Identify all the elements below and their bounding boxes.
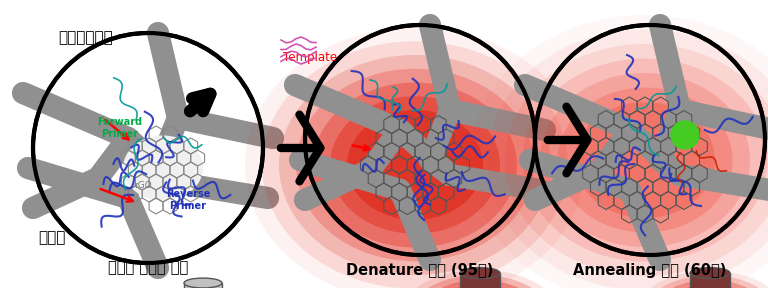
Ellipse shape (460, 268, 500, 278)
Circle shape (33, 33, 263, 263)
Ellipse shape (540, 73, 750, 247)
Ellipse shape (505, 44, 768, 276)
Ellipse shape (423, 280, 537, 288)
Ellipse shape (522, 58, 767, 262)
Ellipse shape (657, 280, 763, 288)
Ellipse shape (558, 88, 733, 232)
Ellipse shape (279, 55, 551, 275)
Ellipse shape (347, 110, 483, 220)
Circle shape (535, 25, 765, 255)
Ellipse shape (330, 96, 500, 234)
Text: Forward
Primer: Forward Primer (98, 117, 143, 139)
Text: Template: Template (283, 52, 337, 65)
Ellipse shape (575, 102, 715, 218)
Text: 폴리머 입자의 구성: 폴리머 입자의 구성 (108, 261, 188, 276)
Ellipse shape (690, 268, 730, 278)
Ellipse shape (432, 285, 528, 288)
Ellipse shape (649, 276, 768, 288)
Ellipse shape (413, 275, 547, 288)
FancyBboxPatch shape (184, 283, 222, 288)
Text: 광열나노소재: 광열나노소재 (58, 31, 113, 46)
Circle shape (305, 25, 535, 255)
Ellipse shape (296, 69, 534, 261)
Ellipse shape (640, 271, 768, 288)
Text: Reverse
Primer: Reverse Primer (166, 189, 210, 211)
Ellipse shape (313, 82, 517, 247)
Text: Annealing 과정 (60도): Annealing 과정 (60도) (574, 262, 727, 278)
Ellipse shape (404, 270, 556, 288)
Ellipse shape (667, 285, 753, 288)
Ellipse shape (262, 41, 568, 288)
FancyBboxPatch shape (460, 273, 500, 288)
Ellipse shape (184, 278, 222, 288)
Ellipse shape (488, 29, 768, 288)
Circle shape (671, 121, 699, 149)
Ellipse shape (245, 27, 585, 288)
FancyBboxPatch shape (690, 273, 730, 288)
Ellipse shape (123, 135, 203, 200)
Text: 폴리머: 폴리머 (38, 230, 65, 245)
Text: rGO: rGO (134, 181, 152, 190)
Text: Denature 과정 (95도): Denature 과정 (95도) (346, 262, 494, 278)
